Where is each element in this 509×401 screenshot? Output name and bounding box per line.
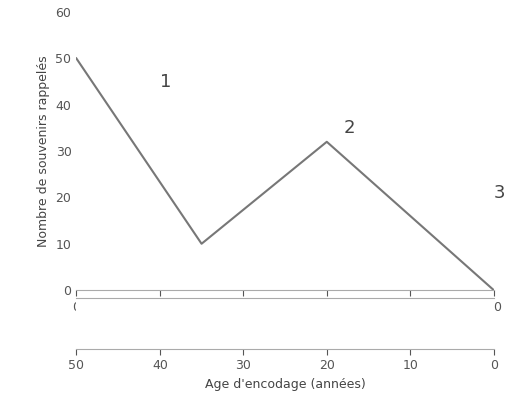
Y-axis label: Nombre de souvenirs rappelés: Nombre de souvenirs rappelés — [37, 55, 50, 247]
X-axis label: Age d'encodage (années): Age d'encodage (années) — [205, 378, 365, 391]
X-axis label: Durée de l'intervalle de rétention (années): Durée de l'intervalle de rétention (anné… — [151, 319, 419, 332]
Text: 2: 2 — [344, 119, 355, 137]
Text: 1: 1 — [160, 73, 171, 91]
Text: 3: 3 — [494, 184, 505, 202]
